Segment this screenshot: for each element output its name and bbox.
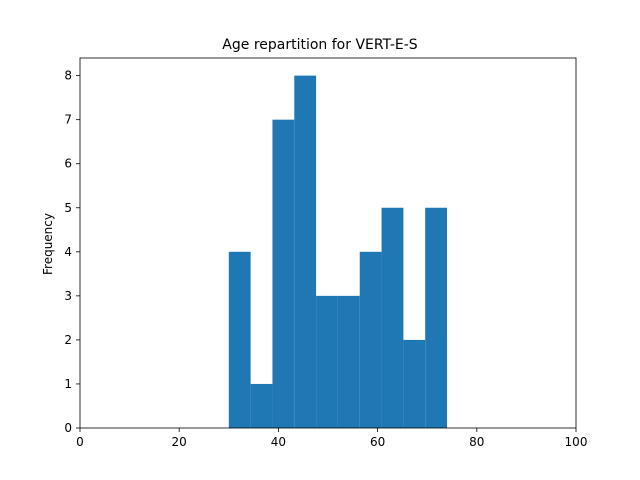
histogram-bar-4 [316, 295, 338, 428]
y-axis: 0 1 2 3 4 5 6 7 8 [64, 69, 80, 435]
histogram-bar-0 [228, 251, 251, 428]
y-tick-label-7: 7 [64, 113, 72, 127]
y-tick-label-8: 8 [64, 69, 72, 83]
y-axis-label: Frequency [41, 213, 55, 275]
x-tick-label-3: 60 [370, 435, 385, 449]
y-tick-label-4: 4 [64, 245, 72, 259]
histogram-bar-9 [425, 207, 448, 428]
y-tick-label-2: 2 [64, 333, 72, 347]
histogram-bar-5 [337, 295, 360, 428]
x-tick-label-1: 20 [172, 435, 187, 449]
chart-title: Age repartition for VERT-E-S [222, 37, 418, 53]
x-tick-label-2: 40 [271, 435, 286, 449]
plot-frame [79, 57, 577, 429]
histogram-bar-8 [403, 339, 426, 428]
x-tick-label-5: 100 [565, 435, 588, 449]
histogram-bar-7 [381, 207, 404, 428]
y-tick-label-6: 6 [64, 157, 72, 171]
y-tick-label-5: 5 [64, 201, 72, 215]
histogram-bar-3 [294, 75, 317, 428]
histogram-bar-1 [250, 383, 273, 428]
x-tick-label-4: 80 [469, 435, 484, 449]
x-tick-label-0: 0 [76, 435, 84, 449]
bars-group [228, 75, 448, 429]
y-tick-label-3: 3 [64, 289, 72, 303]
x-axis: 0 20 40 60 80 100 [76, 428, 587, 449]
histogram-bar-2 [272, 119, 295, 429]
histogram-bar-6 [359, 251, 382, 428]
y-tick-label-1: 1 [64, 377, 72, 391]
y-tick-label-0: 0 [64, 421, 72, 435]
